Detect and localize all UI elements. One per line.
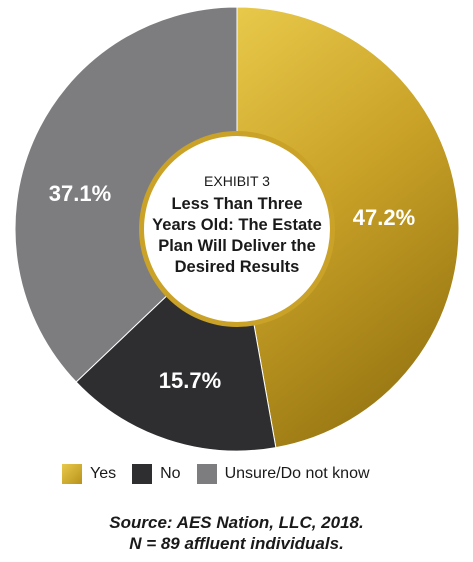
legend-item-no: No [132,464,181,484]
slice-label-no: 15.7% [159,368,221,393]
chart-title-line-4: Desired Results [175,258,300,276]
chart-title-line-2: Years Old: The Estate [152,216,322,234]
source-line-2: N = 89 affluent individuals. [129,534,344,553]
legend-label-no: No [160,465,181,482]
source-line-1: Source: AES Nation, LLC, 2018. [109,513,364,532]
chart-title-line-3: Plan Will Deliver the [158,237,316,255]
legend-label-unsure: Unsure/Do not know [224,465,370,482]
slice-label-unsure: 37.1% [49,181,111,206]
chart-title-line-1: Less Than Three [171,195,302,213]
legend-swatch-yes [62,464,82,484]
exhibit-label: EXHIBIT 3 [204,173,270,189]
legend-item-yes: Yes [62,464,116,484]
donut-chart: EXHIBIT 3 Less Than Three Years Old: The… [14,6,460,452]
source-note: Source: AES Nation, LLC, 2018. N = 89 af… [0,512,473,554]
slice-label-yes: 47.2% [353,205,415,230]
donut-hole [144,136,330,322]
legend-label-yes: Yes [90,465,117,482]
chart-legend: Yes No Unsure/Do not know [62,464,376,484]
legend-swatch-unsure [196,464,217,484]
legend-item-unsure: Unsure/Do not know [196,464,370,484]
legend-swatch-no [132,464,153,484]
